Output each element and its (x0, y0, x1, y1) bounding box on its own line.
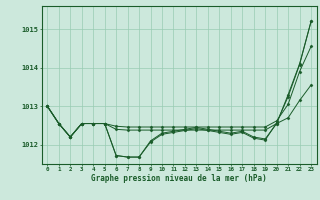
X-axis label: Graphe pression niveau de la mer (hPa): Graphe pression niveau de la mer (hPa) (91, 174, 267, 183)
